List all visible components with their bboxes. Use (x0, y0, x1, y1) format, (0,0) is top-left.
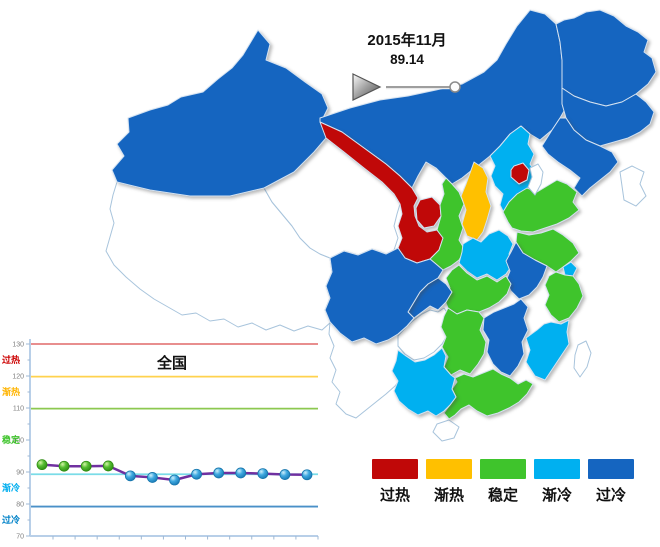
province-liaoning[interactable] (541, 117, 619, 197)
legend-swatch-cold (588, 459, 634, 479)
province-ningxia[interactable] (415, 196, 442, 229)
data-point[interactable] (191, 468, 202, 480)
province-shanxi[interactable] (460, 161, 492, 241)
y-tick-label: 130 (12, 342, 24, 349)
province-fujian[interactable] (525, 319, 570, 381)
legend-item-cooling[interactable]: 渐冷 (534, 459, 580, 505)
china-map (105, 9, 657, 442)
y-tick-label: 90 (16, 470, 24, 477)
data-point[interactable] (124, 470, 136, 482)
play-button-icon[interactable] (352, 73, 382, 101)
zone-label: 稳定 (2, 434, 21, 445)
data-point[interactable] (58, 460, 70, 472)
province-tianjin[interactable] (527, 163, 544, 196)
zone-label: 渐热 (2, 386, 20, 397)
timeline-control: 2015年11月 89.14 (352, 31, 461, 101)
legend-item-hot[interactable]: 过热 (372, 459, 418, 505)
province-hunan[interactable] (440, 307, 487, 376)
region-korea (619, 165, 647, 207)
province-beijing[interactable] (510, 162, 530, 185)
legend-label-hot: 过热 (379, 487, 410, 504)
data-point[interactable] (235, 467, 247, 479)
legend-item-cold[interactable]: 过冷 (588, 459, 634, 505)
zone-label: 过热 (2, 354, 20, 365)
legend-label-warm: 渐热 (433, 487, 464, 504)
y-tick-label: 80 (16, 502, 24, 509)
legend-swatch-cooling (534, 459, 580, 479)
province-sichuan[interactable] (324, 247, 444, 345)
timeline-date-label: 2015年11月 (367, 31, 446, 49)
province-shandong[interactable] (502, 179, 580, 233)
province-zhejiang[interactable] (544, 271, 584, 323)
province-shanghai[interactable] (562, 261, 578, 277)
province-xinjiang[interactable] (111, 29, 329, 197)
province-hainan[interactable] (432, 419, 460, 442)
province-jiangxi[interactable] (482, 298, 529, 377)
legend-item-stable[interactable]: 稳定 (480, 459, 526, 505)
legend-label-stable: 稳定 (487, 487, 518, 504)
timeline-value: 89.14 (390, 52, 424, 67)
legend-swatch-stable (480, 459, 526, 479)
y-tick-label: 120 (12, 374, 24, 381)
province-guangxi[interactable] (391, 347, 457, 417)
zone-label: 渐冷 (2, 482, 20, 493)
chart-title: 全国 (156, 354, 187, 372)
province-anhui[interactable] (505, 241, 548, 300)
province-heilongjiang[interactable] (555, 9, 657, 107)
data-point[interactable] (36, 459, 48, 471)
province-guangdong[interactable] (443, 368, 534, 420)
province-hubei[interactable] (443, 264, 512, 315)
chart-axes: 70 80 90 100 110 120 130 (12, 339, 319, 541)
y-tick-label: 70 (16, 534, 24, 541)
map-legend: 过热 渐热 稳定 渐冷 过冷 (372, 459, 634, 505)
y-tick-label: 100 (12, 438, 24, 445)
legend-label-cooling: 渐冷 (541, 487, 572, 504)
data-point[interactable] (301, 469, 313, 481)
legend-label-cold: 过冷 (595, 487, 626, 504)
data-point[interactable] (257, 468, 269, 480)
y-tick-label: 110 (13, 406, 24, 413)
data-point[interactable] (80, 460, 92, 472)
data-point[interactable] (213, 467, 225, 479)
series-nationwide (36, 459, 313, 486)
legend-swatch-warm (426, 459, 472, 479)
zone-label: 过冷 (2, 514, 20, 525)
province-taiwan[interactable] (573, 340, 592, 378)
data-point[interactable] (279, 469, 291, 480)
legend-swatch-hot (372, 459, 418, 479)
province-neimenggu[interactable] (319, 9, 569, 189)
legend-item-warm[interactable]: 渐热 (426, 459, 472, 505)
data-point[interactable] (147, 472, 158, 483)
data-point[interactable] (102, 460, 114, 472)
data-point[interactable] (169, 474, 180, 486)
timeline-slider-handle[interactable] (449, 81, 461, 93)
